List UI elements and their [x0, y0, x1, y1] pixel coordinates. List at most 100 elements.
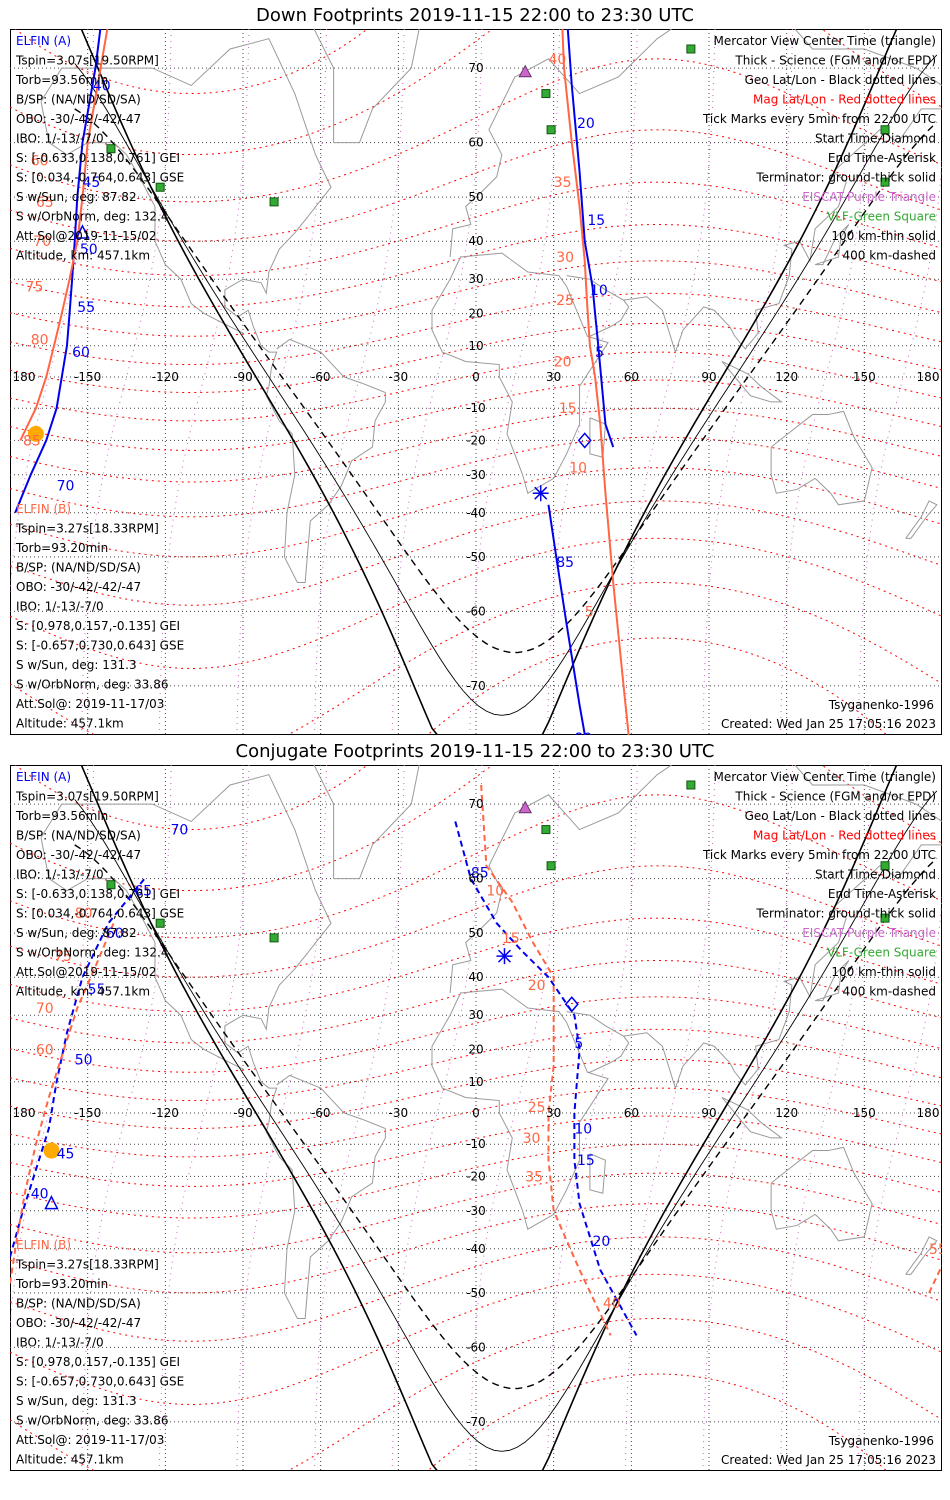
coastline — [770, 1146, 873, 1242]
mag-latitude-line — [10, 292, 942, 366]
elfin-a-info-line: Altitude, km: 457.1km — [16, 249, 150, 263]
latitude-label: 40 — [468, 234, 483, 248]
latitude-label: 70 — [468, 797, 483, 811]
vlf-square-icon — [686, 44, 696, 54]
elfin-a-track — [547, 504, 586, 735]
elfin-b-tick-label: 70 — [36, 1001, 54, 1017]
elfin-b-info-line: S: [-0.657,0.730,0.643] GSE — [16, 639, 184, 653]
coastline — [431, 988, 609, 1230]
legend-entry: Geo Lat/Lon - Black dotted lines — [745, 73, 936, 87]
coastline — [313, 765, 420, 880]
elfin-a-tick-label: 15 — [577, 1153, 595, 1169]
elfin-a-tick-label: 40 — [93, 78, 111, 94]
elfin-b-info-line: IBO: 1/-13/-7/0 — [16, 1336, 104, 1350]
elfin-b-info-line: S w/Sun, deg: 131.3 — [16, 658, 137, 672]
terminator-400km — [74, 844, 938, 1390]
elfin-a-tick-label: 20 — [593, 1234, 611, 1250]
elfin-a-info-line: B/SP: (NA/ND/SD/SA) — [16, 93, 141, 107]
elfin-b-track — [10, 922, 115, 1284]
mag-latitude-line — [426, 1373, 888, 1471]
elfin-a-info-line: S: [0.034,-0.764,0.643] GSE — [16, 171, 184, 185]
mag-latitude-line — [10, 322, 942, 394]
longitude-label: 90 — [701, 1106, 716, 1120]
legend-entry: VLF-Green Square — [827, 946, 936, 960]
elfin-a-tick-label: 70 — [57, 479, 75, 495]
latitude-label: -60 — [466, 604, 486, 618]
mag-latitude-line — [10, 1115, 942, 1187]
elfin-b-info-line: B/SP: (NA/ND/SD/SA) — [16, 1297, 141, 1311]
elfin-a-info-line: Tspin=3.07s[19.50RPM] — [15, 54, 159, 68]
longitude-label: -90 — [233, 370, 253, 384]
longitude-label: 60 — [624, 370, 639, 384]
elfin-a-tick-label: 10 — [590, 283, 608, 299]
mag-latitude-line — [10, 1143, 942, 1219]
model-label: Tsyganenko-1996 — [828, 698, 934, 712]
sun-icon — [27, 425, 44, 442]
elfin-a-info-line: Att.Sol@2019-11-15/02 — [16, 229, 157, 243]
legend-entry: 100 km-thin solid — [831, 229, 936, 243]
vlf-square-icon — [546, 125, 556, 135]
longitude-label: 150 — [853, 370, 876, 384]
mag-latitude-line — [10, 29, 942, 156]
model-label: Tsyganenko-1996 — [828, 1434, 934, 1448]
elfin-a-tick-label: 85 — [556, 555, 574, 571]
mag-latitude-line — [10, 351, 942, 422]
elfin-b-info-line: Tspin=3.27s[18.33RPM] — [15, 1258, 159, 1272]
elfin-b-tick-label: 85 — [23, 433, 41, 449]
longitude-label: 120 — [775, 1106, 798, 1120]
mag-latitude-line — [10, 1172, 942, 1254]
latitude-label: 30 — [468, 1008, 483, 1022]
created-timestamp: Created: Wed Jan 25 17:05:16 2023 — [721, 1453, 936, 1467]
legend-entry: Tick Marks every 5min from 22:00 UTC — [702, 112, 936, 126]
coastline — [566, 1011, 630, 1073]
elfin-a-tick-label: 20 — [577, 116, 595, 132]
longitude-label: 0 — [472, 370, 480, 384]
created-timestamp: Created: Wed Jan 25 17:05:16 2023 — [721, 717, 936, 731]
elfin-b-tick-label: 60 — [36, 1043, 54, 1059]
elfin-b-tick-label: 80 — [75, 906, 93, 922]
coastline — [449, 765, 942, 994]
latitude-label: 30 — [468, 272, 483, 286]
legend-entry: End Time-Asterisk — [828, 887, 936, 901]
elfin-b-info-line: Altitude: 457.1km — [16, 717, 124, 731]
elfin-a-tick-label: 5 — [595, 345, 604, 361]
end-asterisk-icon — [532, 485, 549, 502]
elfin-b-info-line: S w/Sun, deg: 131.3 — [16, 1394, 137, 1408]
vlf-square-icon — [155, 918, 165, 928]
legend-entry: Mercator View Center Time (triangle) — [714, 770, 936, 784]
elfin-a-info-line: Torb=93.56min — [15, 73, 108, 87]
elfin-b-info-line: Att.Sol@: 2019-11-17/03 — [16, 1433, 164, 1447]
coastline — [154, 942, 244, 1070]
coastline — [589, 1153, 606, 1194]
mag-grid — [10, 765, 942, 1471]
elfin-a-tick-label: 45 — [82, 175, 100, 191]
longitude-label: -150 — [74, 1106, 101, 1120]
mag-latitude-line — [10, 224, 942, 308]
elfin-b-info-line: S: [0.978,0.157,-0.135] GEI — [16, 619, 180, 633]
elfin-a-tick-label: 10 — [574, 1122, 592, 1138]
terminator-100km — [74, 54, 938, 716]
latitude-label: -60 — [466, 1340, 486, 1354]
elfin-b-tick-label: 15 — [559, 401, 577, 417]
terminator-100km — [74, 790, 938, 1452]
vlf-square-icon — [541, 825, 551, 835]
longitude-label: 30 — [546, 370, 561, 384]
elfin-b-track — [19, 29, 109, 441]
legend-entry: 400 km-dashed — [842, 985, 936, 999]
longitude-label: 180 — [917, 370, 940, 384]
mag-latitude-line — [10, 1087, 942, 1158]
vlf-square-icon — [269, 933, 279, 943]
vlf-square-icon — [269, 197, 279, 207]
longitude-label: 30 — [546, 1106, 561, 1120]
panel-title: Conjugate Footprints 2019-11-15 22:00 to… — [235, 741, 715, 762]
vlf-square-icon — [880, 861, 890, 871]
elfin-b-info-line: OBO: -30/-42/-42/-47 — [16, 580, 141, 594]
mag-latitude-line — [10, 1273, 942, 1405]
longitude-label: 0 — [472, 1106, 480, 1120]
coastlines — [40, 765, 942, 1319]
vlf-square-icon — [546, 861, 556, 871]
elfin-a-tick-label: 65 — [134, 884, 152, 900]
elfin-a-info-line: Altitude, km: 457.1km — [16, 985, 150, 999]
legend-entry: Mag Lat/Lon - Red dotted lines — [753, 93, 936, 107]
latitude-label: 70 — [468, 61, 483, 75]
